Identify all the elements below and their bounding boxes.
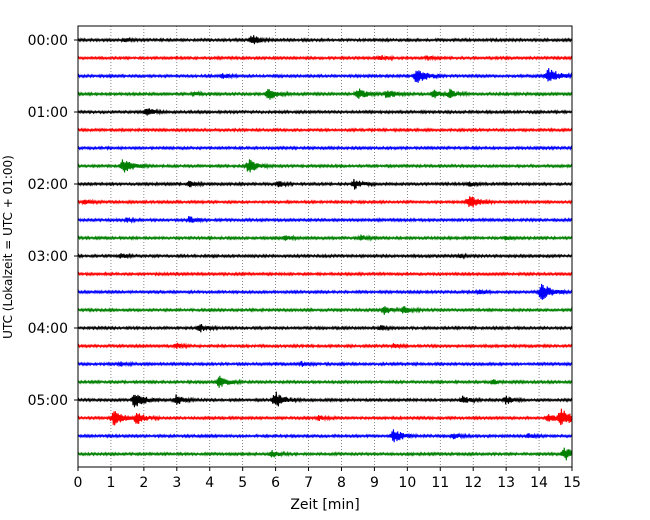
trace-row-0045 [77, 88, 573, 100]
x-tick-label: 10 [398, 475, 416, 491]
trace-row-0200 [77, 178, 573, 190]
trace-row-0415 [77, 342, 573, 350]
trace-row-0300 [77, 252, 573, 260]
y-axis-title: UTC (Lokalzeit = UTC + 01:00) [1, 155, 15, 339]
y-tick-label: 04:00 [28, 321, 68, 337]
x-tick-label: 0 [74, 475, 83, 491]
plot-frame [77, 25, 573, 468]
trace-row-0515 [77, 408, 573, 426]
trace-row-0215 [77, 196, 573, 208]
x-tick-label: 7 [304, 475, 313, 491]
x-tick-label: 3 [172, 475, 181, 491]
x-tick-label: 5 [238, 475, 247, 491]
trace-row-0500 [77, 391, 573, 408]
trace-row-0330 [77, 283, 573, 300]
trace-row-0315 [77, 271, 573, 277]
trace-row-0530 [77, 429, 573, 443]
x-tick-label: 2 [139, 475, 148, 491]
trace-row-0100 [77, 108, 573, 116]
x-tick-label: 9 [370, 475, 379, 491]
trace-row-0030 [77, 68, 573, 83]
y-axis-ticks: 00:00 01:00 02:00 03:00 04:00 05:00 [28, 33, 78, 409]
x-tick-label: 13 [497, 475, 515, 491]
x-tick-label: 15 [563, 475, 581, 491]
x-axis-ticks: 0 1 2 3 4 5 6 7 8 9 10 11 12 13 14 15 [74, 467, 581, 491]
trace-row-0245 [77, 234, 573, 242]
x-tick-label: 1 [106, 475, 115, 491]
x-tick-label: 14 [530, 475, 548, 491]
y-tick-label: 00:00 [28, 33, 68, 49]
trace-row-0400 [77, 324, 573, 333]
x-tick-label: 11 [431, 475, 449, 491]
trace-row-0545 [77, 447, 573, 461]
trace-group [77, 35, 573, 461]
x-tick-label: 4 [205, 475, 214, 491]
trace-row-0445 [77, 375, 573, 388]
x-tick-label: 8 [337, 475, 346, 491]
y-tick-label: 02:00 [28, 177, 68, 193]
trace-row-0000 [77, 35, 573, 45]
y-tick-label: 03:00 [28, 249, 68, 265]
trace-row-0015 [77, 54, 573, 62]
y-tick-label: 01:00 [28, 105, 68, 121]
x-tick-label: 12 [464, 475, 482, 491]
trace-row-0115 [77, 127, 573, 133]
trace-row-0145 [77, 159, 573, 173]
trace-row-0130 [77, 145, 573, 151]
trace-row-0345 [77, 306, 573, 315]
x-axis-title: Zeit [min] [290, 497, 359, 513]
x-tick-label: 6 [271, 475, 280, 491]
trace-row-0230 [77, 216, 573, 224]
y-tick-label: 05:00 [28, 393, 68, 409]
trace-row-0430 [77, 360, 573, 368]
